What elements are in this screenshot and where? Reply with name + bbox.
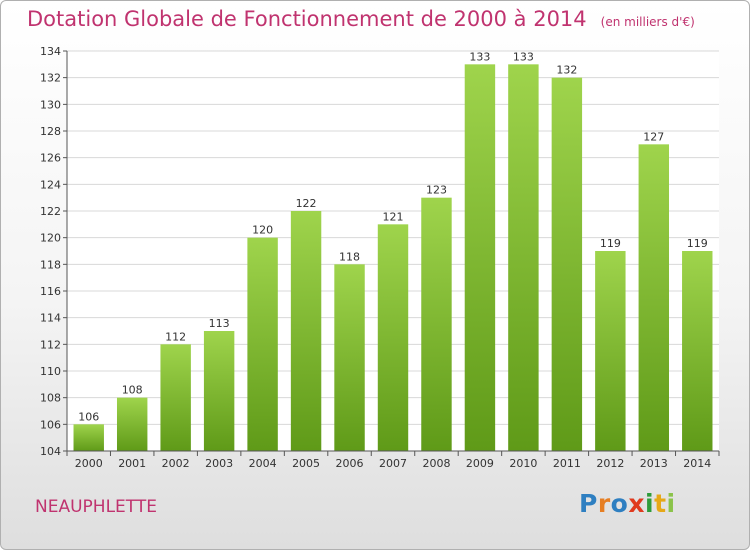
bar xyxy=(203,331,235,451)
data-label: 108 xyxy=(122,384,143,397)
x-tick-label: 2004 xyxy=(249,457,277,470)
x-tick-label: 2009 xyxy=(466,457,494,470)
bar xyxy=(116,397,148,451)
y-tick-label: 106 xyxy=(40,418,61,431)
logo-letter: i xyxy=(645,489,655,518)
bar xyxy=(464,64,496,452)
data-label: 121 xyxy=(383,210,404,223)
y-tick-label: 122 xyxy=(40,205,61,218)
data-label: 127 xyxy=(643,130,664,143)
x-tick-label: 2013 xyxy=(640,457,668,470)
y-tick-label: 126 xyxy=(40,152,61,165)
commune-name: NEAUPHLETTE xyxy=(35,497,157,517)
logo-letter: t xyxy=(654,489,667,518)
logo-letter: i xyxy=(666,489,676,518)
y-tick-label: 118 xyxy=(40,258,61,271)
y-tick-label: 108 xyxy=(40,392,61,405)
data-label: 106 xyxy=(78,410,99,423)
bar xyxy=(247,237,278,451)
unit-label: (en milliers d'€) xyxy=(600,15,695,29)
data-label: 123 xyxy=(426,184,447,197)
x-tick-label: 2000 xyxy=(75,457,103,470)
y-tick-label: 130 xyxy=(40,98,61,111)
y-tick-label: 128 xyxy=(40,125,61,138)
bar xyxy=(334,264,365,451)
logo-letter: x xyxy=(628,489,645,518)
bar xyxy=(508,64,539,452)
y-tick-label: 104 xyxy=(40,445,61,458)
bar xyxy=(682,251,713,451)
y-tick-label: 116 xyxy=(40,285,61,298)
axes: 104 106 108 110 112 114 116 118 120 122 124 126 128 1… xyxy=(40,45,720,470)
data-label: 133 xyxy=(513,50,534,63)
x-tick-label: 2010 xyxy=(509,457,537,470)
logo-letter: o xyxy=(610,489,629,518)
x-tick-label: 2014 xyxy=(683,457,711,470)
x-tick-label: 2007 xyxy=(379,457,407,470)
proxiti-logo: Proxiti xyxy=(579,489,676,518)
y-tick-label: 132 xyxy=(40,72,61,85)
y-tick-label: 110 xyxy=(40,365,61,378)
y-tick-label: 134 xyxy=(40,45,61,58)
x-tick-label: 2005 xyxy=(292,457,320,470)
logo-letter: P xyxy=(579,489,598,518)
x-tick-label: 2008 xyxy=(422,457,450,470)
y-tick-label: 124 xyxy=(40,178,61,191)
data-label: 133 xyxy=(469,50,490,63)
data-label: 119 xyxy=(600,237,621,250)
data-label: 132 xyxy=(556,64,577,77)
x-tick-label: 2001 xyxy=(118,457,146,470)
x-tick-label: 2006 xyxy=(336,457,364,470)
data-label: 112 xyxy=(165,330,186,343)
data-label: 118 xyxy=(339,250,360,263)
bar xyxy=(290,211,322,451)
bar xyxy=(421,197,452,451)
bar xyxy=(377,224,409,451)
y-tick-label: 112 xyxy=(40,338,61,351)
x-tick-label: 2011 xyxy=(553,457,581,470)
bar xyxy=(551,77,583,452)
y-tick-label: 114 xyxy=(40,312,61,325)
x-tick-label: 2003 xyxy=(205,457,233,470)
x-tick-label: 2012 xyxy=(596,457,624,470)
chart-title: Dotation Globale de Fonctionnement de 20… xyxy=(27,7,695,31)
bar xyxy=(73,424,104,451)
data-label: 119 xyxy=(687,237,708,250)
bars: 106 108 112 113 120 122 118 121 123 133 133 132 119 1… xyxy=(73,50,713,452)
data-label: 113 xyxy=(209,317,230,330)
x-tick-label: 2002 xyxy=(162,457,190,470)
title-text: Dotation Globale de Fonctionnement de 20… xyxy=(27,7,587,31)
data-label: 120 xyxy=(252,224,273,237)
logo-letter: r xyxy=(597,489,611,518)
bar xyxy=(160,344,191,451)
data-label: 122 xyxy=(296,197,317,210)
bar xyxy=(595,251,626,451)
y-tick-label: 120 xyxy=(40,232,61,245)
bar xyxy=(638,144,670,452)
